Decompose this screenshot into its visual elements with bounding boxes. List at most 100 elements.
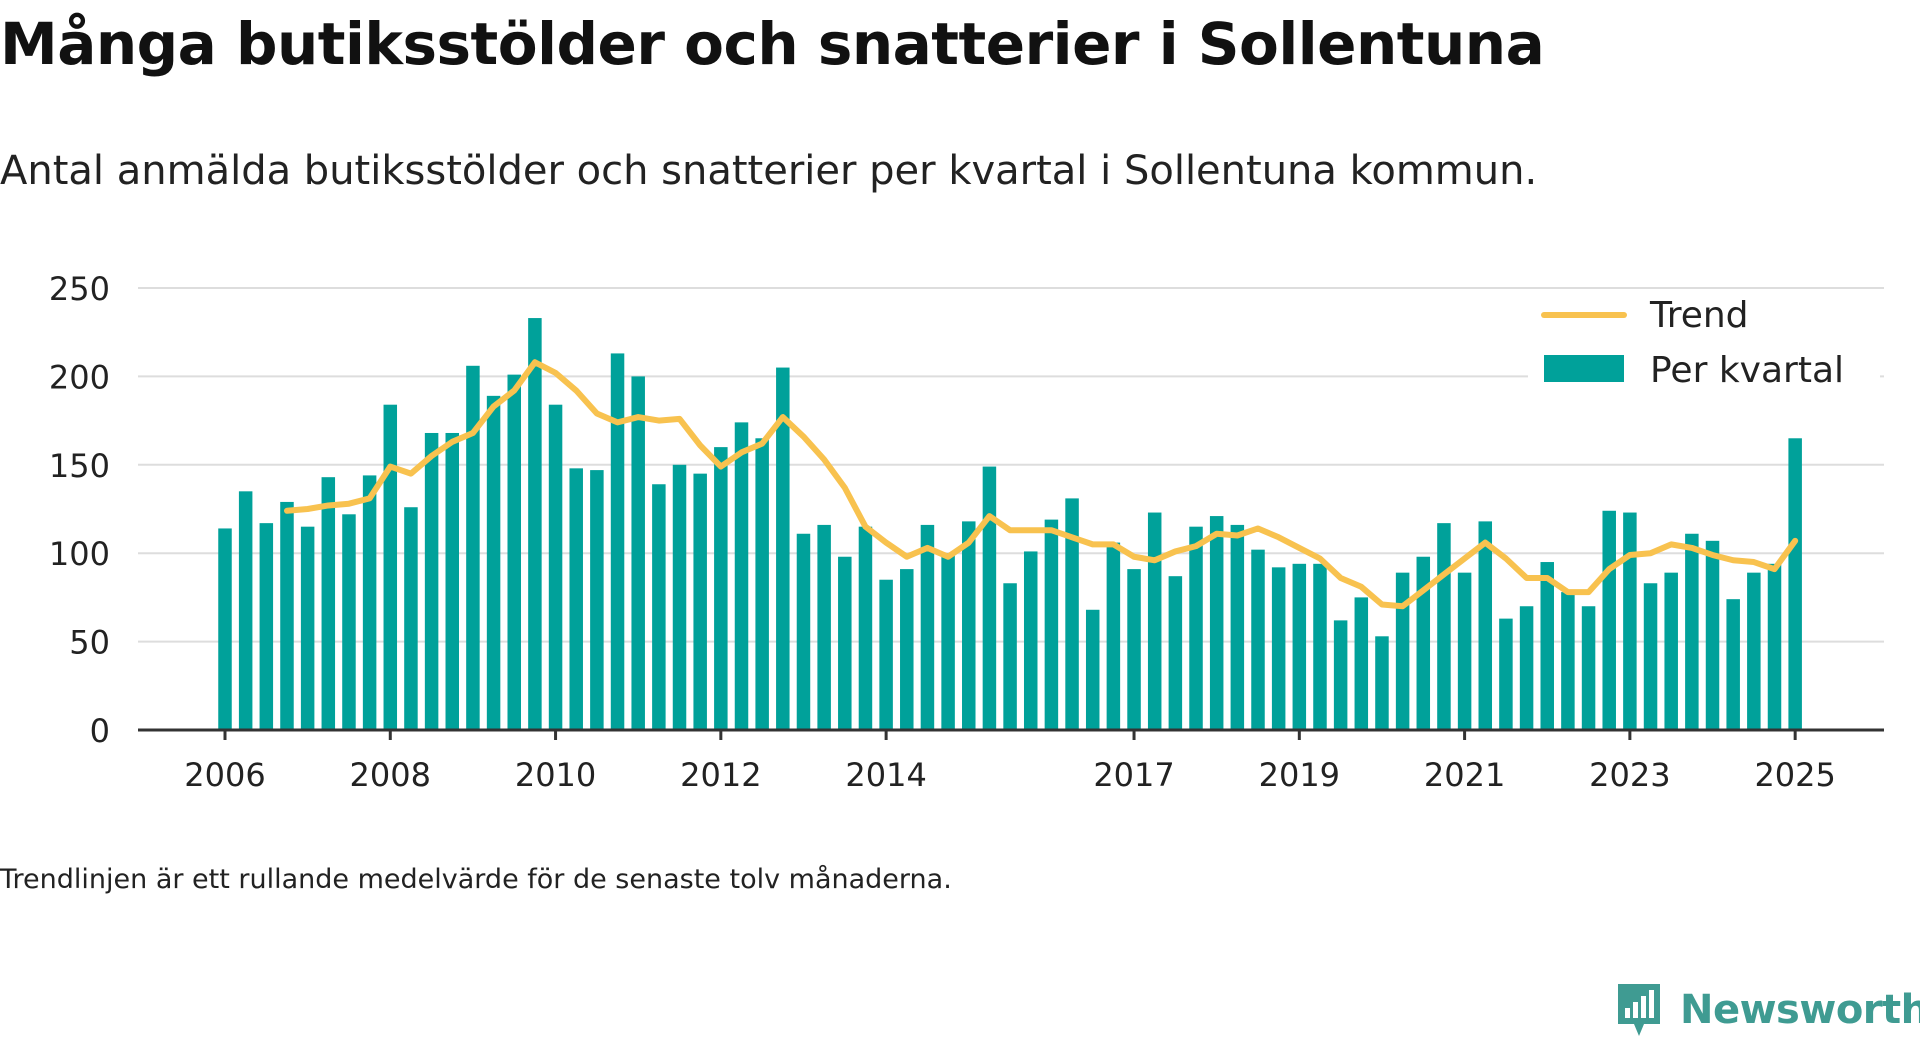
bar — [1313, 563, 1327, 730]
brand-logo: Newsworthy — [1614, 980, 1920, 1040]
bar — [1395, 572, 1410, 730]
bar — [1540, 562, 1554, 730]
chart: 0 50 100 150 200 250 2006 2008 2010 2012 2014 2017… — [49, 270, 1884, 794]
bar — [714, 447, 728, 730]
chart-title: Många butiksstölder och snatterier i Sol… — [0, 10, 1545, 78]
chart-subtitle: Antal anmälda butiksstölder och snatteri… — [0, 148, 1538, 194]
bar — [1003, 583, 1017, 730]
bar — [1478, 521, 1493, 730]
x-tick-label: 2019 — [1259, 756, 1340, 794]
legend-background — [1528, 290, 1880, 410]
bar — [1602, 510, 1616, 730]
bar — [1726, 599, 1740, 730]
bar — [1127, 569, 1141, 730]
bar — [1437, 523, 1451, 730]
legend-bars-label: Per kvartal — [1650, 350, 1844, 391]
bar — [1767, 563, 1782, 730]
x-tick-label: 2014 — [845, 756, 926, 794]
bar — [1457, 572, 1472, 730]
bar — [693, 473, 707, 730]
x-tick-label: 2008 — [350, 756, 431, 794]
footnote: Trendlinjen är ett rullande medelvärde f… — [0, 864, 952, 895]
bar — [962, 521, 976, 730]
bar — [1230, 524, 1245, 730]
bar — [1685, 533, 1699, 730]
x-tick-label: 2025 — [1754, 756, 1835, 794]
y-tick-label: 250 — [49, 270, 110, 308]
bar — [1416, 556, 1431, 730]
x-tick-label: 2023 — [1589, 756, 1670, 794]
bar — [321, 477, 336, 730]
bar — [1106, 542, 1121, 730]
bar — [838, 556, 852, 730]
x-tick-label: 2012 — [680, 756, 761, 794]
bar — [424, 432, 439, 730]
bar — [1354, 597, 1369, 730]
bar — [486, 395, 501, 730]
bar — [445, 432, 460, 730]
bar — [1044, 519, 1059, 730]
bar — [548, 404, 563, 730]
bar — [528, 318, 542, 730]
bar — [900, 569, 914, 730]
bar — [507, 374, 521, 730]
bar — [734, 422, 749, 730]
y-tick-labels: 0 50 100 150 200 250 — [49, 270, 110, 750]
bar — [1747, 572, 1761, 730]
bar — [383, 404, 398, 730]
y-tick-label: 200 — [49, 358, 110, 396]
trend-line — [283, 359, 1799, 610]
bars — [218, 318, 1802, 730]
bar — [362, 475, 377, 730]
bar — [1271, 567, 1286, 730]
bar — [1705, 540, 1720, 730]
bar — [1664, 572, 1678, 730]
bar — [1147, 512, 1162, 730]
x-tick-label: 2010 — [515, 756, 596, 794]
y-tick-label: 100 — [49, 535, 110, 573]
legend: Trend Per kvartal — [1528, 290, 1880, 410]
bar — [1333, 620, 1348, 730]
bar — [1788, 438, 1802, 730]
y-tick-label: 50 — [69, 624, 110, 662]
bar — [218, 528, 232, 730]
bar — [879, 579, 893, 730]
bar — [631, 376, 645, 730]
bar — [1189, 526, 1203, 730]
bar — [1623, 512, 1637, 730]
bar — [1168, 576, 1183, 730]
bar — [1499, 618, 1513, 730]
bar — [466, 365, 480, 730]
bar — [755, 438, 769, 730]
bar-chart-speech-bubble-icon — [1618, 984, 1660, 1036]
bar — [238, 491, 253, 730]
bar — [1023, 551, 1038, 730]
bar — [1643, 583, 1658, 730]
bar — [280, 501, 294, 730]
bar — [920, 524, 935, 730]
x-tick-label: 2006 — [184, 756, 265, 794]
bar — [796, 533, 811, 730]
bar — [342, 514, 356, 730]
bar — [776, 367, 790, 730]
bar — [672, 464, 687, 730]
bar — [1209, 516, 1224, 730]
bar — [652, 484, 666, 730]
bar — [1292, 563, 1307, 730]
bar — [858, 526, 873, 730]
legend-bars-swatch — [1544, 355, 1624, 382]
bar — [569, 468, 583, 730]
brand-name: Newsworthy — [1680, 987, 1920, 1033]
bar — [982, 466, 997, 730]
x-tick-label: 2021 — [1424, 756, 1505, 794]
y-tick-label: 150 — [49, 447, 110, 485]
bar — [1251, 549, 1265, 730]
bar — [590, 470, 604, 730]
x-ticks: 2006 2008 2010 2012 2014 2017 2019 2021 2023 2025 — [184, 730, 1836, 794]
bar — [610, 353, 625, 730]
legend-trend-label: Trend — [1649, 295, 1749, 336]
bar — [404, 507, 418, 730]
bar — [259, 523, 274, 730]
bar — [1561, 592, 1575, 730]
bar — [300, 526, 315, 730]
